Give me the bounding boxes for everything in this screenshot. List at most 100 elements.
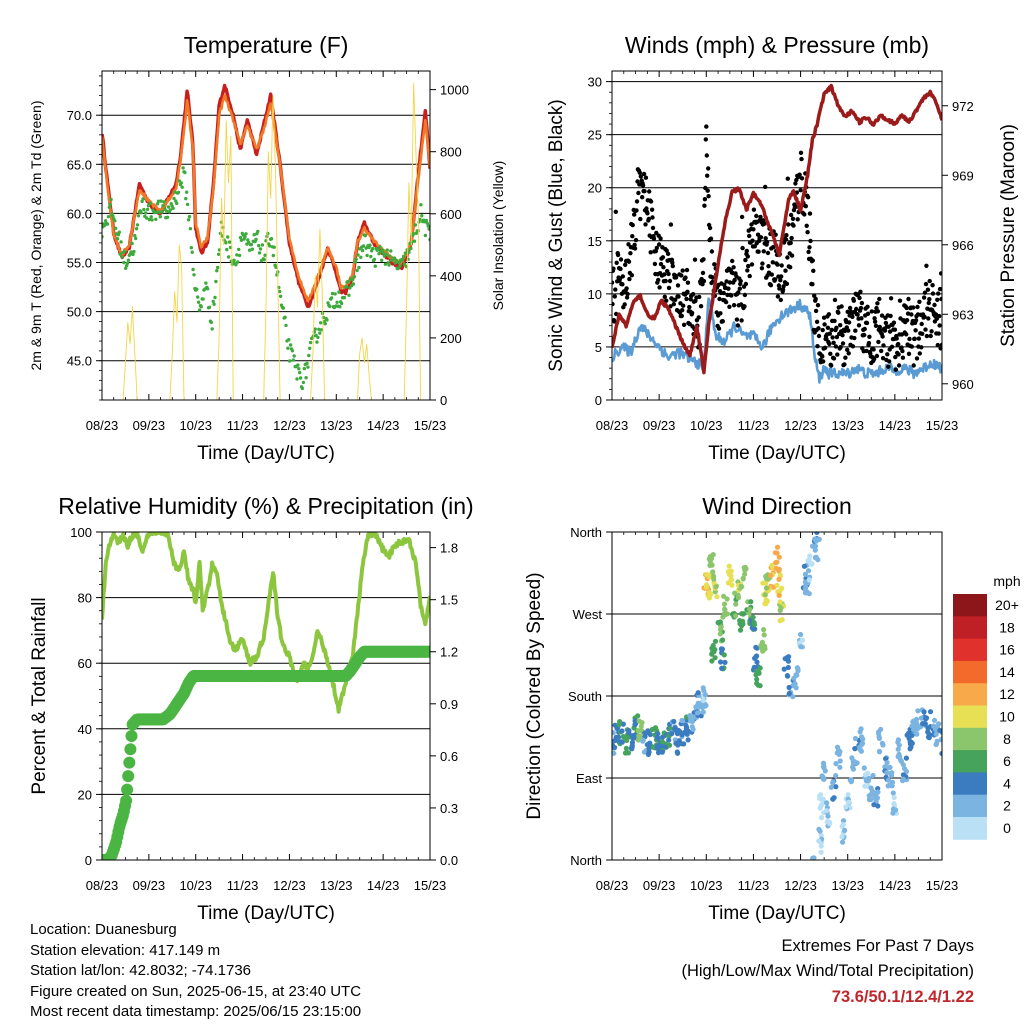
data-point	[841, 341, 845, 345]
data-point	[866, 776, 871, 781]
data-point	[862, 333, 866, 337]
data-point	[717, 326, 721, 330]
x-tick-label: 08/23	[86, 418, 119, 433]
data-point	[266, 232, 269, 235]
data-point	[192, 273, 195, 276]
data-point	[154, 218, 157, 221]
data-point	[774, 560, 779, 565]
data-point	[879, 349, 883, 353]
data-point	[830, 328, 834, 332]
data-point	[343, 296, 346, 299]
data-point	[649, 199, 653, 203]
y-tick-label: 65.0	[67, 157, 92, 172]
x-tick-label: 12/23	[784, 418, 817, 433]
data-point	[650, 208, 654, 212]
y2-tick-label: 963	[952, 307, 974, 322]
data-point	[614, 210, 618, 214]
data-point	[897, 363, 901, 367]
data-point	[704, 582, 709, 587]
data-point	[626, 730, 631, 735]
data-point	[909, 312, 913, 316]
x-tick-label: 12/23	[273, 878, 306, 893]
data-point	[693, 258, 697, 262]
data-point	[667, 286, 671, 290]
y-tick-label: East	[576, 771, 602, 786]
data-point	[213, 296, 216, 299]
data-point	[811, 258, 815, 262]
data-point	[696, 690, 701, 695]
y-tick-label: 55.0	[67, 256, 92, 271]
data-point	[291, 349, 294, 352]
data-point	[880, 741, 885, 746]
data-point	[859, 749, 864, 754]
data-point	[687, 713, 692, 718]
data-point	[760, 261, 764, 265]
data-point	[915, 305, 919, 309]
data-point	[214, 280, 217, 283]
data-point	[617, 719, 622, 724]
data-point	[109, 198, 112, 201]
data-point	[931, 291, 935, 295]
data-point	[904, 306, 908, 310]
data-point	[127, 259, 130, 262]
data-point	[315, 340, 318, 343]
y2-tick-label: 800	[440, 145, 462, 160]
data-point	[669, 222, 673, 226]
data-point	[908, 746, 913, 751]
series-direction	[607, 530, 946, 861]
x-tick-label: 13/23	[831, 878, 864, 893]
data-point	[841, 822, 846, 827]
data-point	[263, 258, 266, 261]
data-point	[932, 303, 936, 307]
data-point	[853, 736, 858, 741]
data-point	[768, 573, 773, 578]
data-point	[810, 282, 814, 286]
data-point	[733, 602, 738, 607]
data-point	[765, 240, 769, 244]
chart-title: Temperature (F)	[184, 32, 349, 58]
data-point	[922, 709, 927, 714]
data-point	[842, 828, 847, 833]
data-point	[655, 735, 660, 740]
data-point	[135, 227, 138, 230]
data-point	[201, 297, 204, 300]
data-point	[630, 234, 634, 238]
y2-tick-label: 0.9	[440, 697, 458, 712]
data-point	[710, 275, 714, 279]
y2-tick-label: 0.6	[440, 749, 458, 764]
data-point	[307, 354, 310, 357]
data-point	[915, 708, 920, 713]
data-point	[381, 248, 384, 251]
y-axis-label: Sonic Wind & Gust (Blue, Black)	[546, 99, 567, 371]
data-point	[340, 302, 343, 305]
data-point	[829, 785, 834, 790]
legend-swatch	[953, 661, 987, 684]
data-point	[876, 309, 880, 313]
data-point	[409, 247, 412, 250]
data-point	[106, 222, 109, 225]
data-point	[857, 323, 861, 327]
data-point	[873, 320, 877, 324]
y2-tick-label: 200	[440, 331, 462, 346]
x-tick-label: 12/23	[784, 878, 817, 893]
y-tick-label: West	[573, 607, 603, 622]
data-point	[936, 721, 941, 726]
data-point	[195, 288, 198, 291]
data-point	[815, 344, 819, 348]
data-point	[889, 773, 894, 778]
data-point	[251, 248, 254, 251]
data-point	[800, 176, 804, 180]
data-point	[120, 795, 132, 807]
data-point	[191, 268, 194, 271]
data-point	[681, 741, 686, 746]
data-point	[185, 191, 188, 194]
data-point	[778, 599, 783, 604]
data-point	[750, 262, 754, 266]
data-point	[373, 258, 376, 261]
data-point	[114, 227, 117, 230]
data-point	[283, 316, 286, 319]
data-point	[747, 234, 751, 238]
data-point	[705, 153, 709, 157]
data-point	[799, 157, 803, 161]
data-layer	[96, 530, 436, 867]
